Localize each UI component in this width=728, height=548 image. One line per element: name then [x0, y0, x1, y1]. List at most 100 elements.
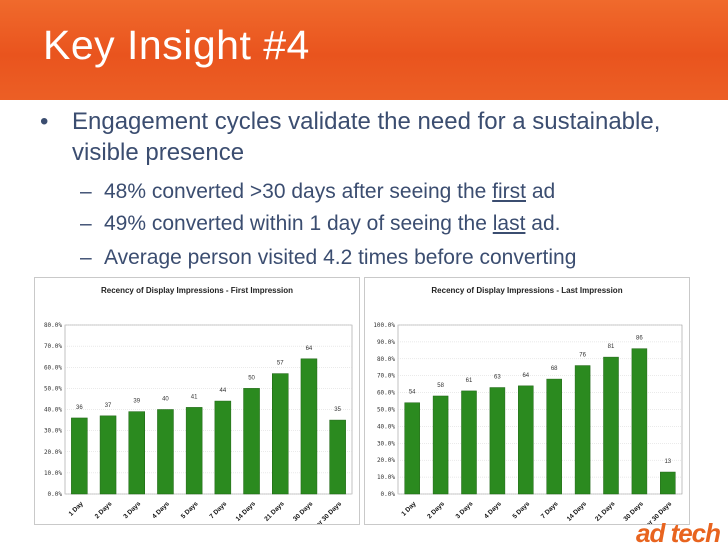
bar [329, 419, 346, 495]
sub-bullet-tail: ad [526, 180, 556, 203]
bar [157, 409, 174, 495]
bar [461, 390, 477, 495]
x-tick-label: 7 Days [540, 500, 560, 520]
x-tick-label: 21 Days [263, 500, 286, 523]
data-label: 76 [579, 353, 586, 359]
bar [631, 348, 648, 495]
data-label: 41 [191, 394, 198, 400]
y-tick-label: 80.0% [377, 356, 395, 363]
y-tick-label: 60.0% [44, 364, 62, 371]
last-impression-chart-svg: Recency of Display Impressions - Last Im… [373, 286, 683, 524]
x-tick-label: 30 Days [292, 500, 315, 523]
y-tick-label: 0.0% [48, 491, 63, 498]
chart-title: Recency of Display Impressions - First I… [101, 286, 293, 295]
bar [185, 407, 203, 495]
title-bar: Key Insight #4 [0, 0, 728, 100]
bar [603, 356, 619, 495]
data-label: 63 [494, 375, 501, 381]
x-tick-label: 3 Days [122, 500, 142, 520]
y-tick-label: 30.0% [377, 440, 395, 447]
x-tick-label: 21 Days [594, 500, 617, 523]
y-tick-label: 20.0% [377, 457, 395, 464]
y-tick-label: 20.0% [44, 449, 62, 456]
sub-bullet-last: –49% converted within 1 day of seeing th… [80, 212, 560, 236]
bar [489, 387, 506, 495]
x-tick-label: 7 Days [208, 500, 228, 520]
data-label: 37 [105, 403, 112, 409]
sub-bullet-dash: – [80, 246, 92, 269]
x-tick-label: 14 Days [566, 500, 589, 523]
first-impression-chart: Recency of Display Impressions - First I… [34, 277, 360, 525]
y-tick-label: 40.0% [377, 423, 395, 430]
bar [518, 385, 534, 495]
last-impression-chart: Recency of Display Impressions - Last Im… [364, 277, 690, 525]
y-tick-label: 10.0% [44, 470, 62, 477]
sub-bullet-tail: ad. [525, 212, 561, 235]
data-label: 13 [664, 459, 671, 465]
data-label: 64 [522, 373, 529, 379]
sub-bullet-first: –48% converted >30 days after seeing the… [80, 180, 555, 204]
data-label: 44 [220, 388, 227, 394]
data-label: 54 [409, 390, 416, 396]
data-label: 50 [248, 375, 255, 381]
sub-bullet-text: 49% converted within 1 day of seeing the [104, 212, 493, 235]
first-impression-chart-svg: Recency of Display Impressions - First I… [44, 286, 353, 524]
sub-bullet-dash: – [80, 212, 92, 235]
x-tick-label: 5 Days [180, 500, 200, 520]
y-tick-label: 100.0% [373, 322, 395, 329]
bar [99, 415, 117, 495]
bar [243, 388, 260, 495]
chart-title: Recency of Display Impressions - Last Im… [431, 286, 622, 295]
bar [300, 358, 318, 495]
bar [214, 400, 232, 495]
x-tick-label: 5 Days [511, 500, 531, 520]
data-label: 40 [162, 397, 169, 403]
slide-title: Key Insight #4 [43, 22, 310, 68]
y-tick-label: 40.0% [44, 407, 62, 414]
y-tick-label: 70.0% [44, 343, 62, 350]
y-tick-label: 60.0% [377, 390, 395, 397]
x-tick-label: 1 Day [400, 500, 417, 517]
sub-bullet-text: Average person visited 4.2 times before … [104, 246, 577, 269]
main-bullet-text: Engagement cycles validate the need for … [72, 108, 661, 166]
y-tick-label: 70.0% [377, 373, 395, 380]
y-tick-label: 80.0% [44, 322, 62, 329]
x-tick-label: 14 Days [235, 500, 258, 523]
data-label: 39 [133, 399, 140, 405]
data-label: 58 [437, 383, 444, 389]
data-label: 68 [551, 366, 558, 372]
y-tick-label: 10.0% [377, 474, 395, 481]
bullet-marker: • [40, 108, 49, 135]
data-label: 36 [76, 405, 83, 411]
bar [272, 373, 289, 495]
bar [432, 395, 449, 495]
x-tick-label: 2 Days [94, 500, 114, 520]
bar [660, 471, 676, 495]
bar [574, 365, 591, 495]
bar [128, 411, 145, 495]
bar [404, 402, 420, 495]
data-label: 81 [608, 344, 615, 350]
y-tick-label: 30.0% [44, 428, 62, 435]
y-tick-label: 0.0% [381, 491, 396, 498]
x-tick-label: 4 Days [151, 500, 171, 520]
data-label: 57 [277, 361, 284, 367]
bullet-list: • Engagement cycles validate the need fo… [0, 100, 728, 275]
x-tick-label: 1 Day [68, 500, 85, 517]
bar [71, 417, 88, 495]
y-tick-label: 90.0% [377, 339, 395, 346]
data-label: 64 [306, 346, 313, 352]
bar [546, 378, 562, 495]
adtech-logo: ad tech [636, 518, 721, 548]
x-tick-label: 4 Days [483, 500, 503, 520]
sub-bullet-text: 48% converted >30 days after seeing the [104, 180, 493, 203]
data-label: 86 [636, 336, 643, 342]
x-tick-label: 2 Days [426, 500, 446, 520]
y-tick-label: 50.0% [377, 407, 395, 414]
y-tick-label: 50.0% [44, 385, 62, 392]
data-label: 61 [466, 378, 473, 384]
sub-bullet-dash: – [80, 180, 92, 203]
sub-bullet-emphasis: last [492, 212, 526, 235]
x-tick-label: 3 Days [455, 500, 475, 520]
data-label: 35 [334, 407, 341, 413]
